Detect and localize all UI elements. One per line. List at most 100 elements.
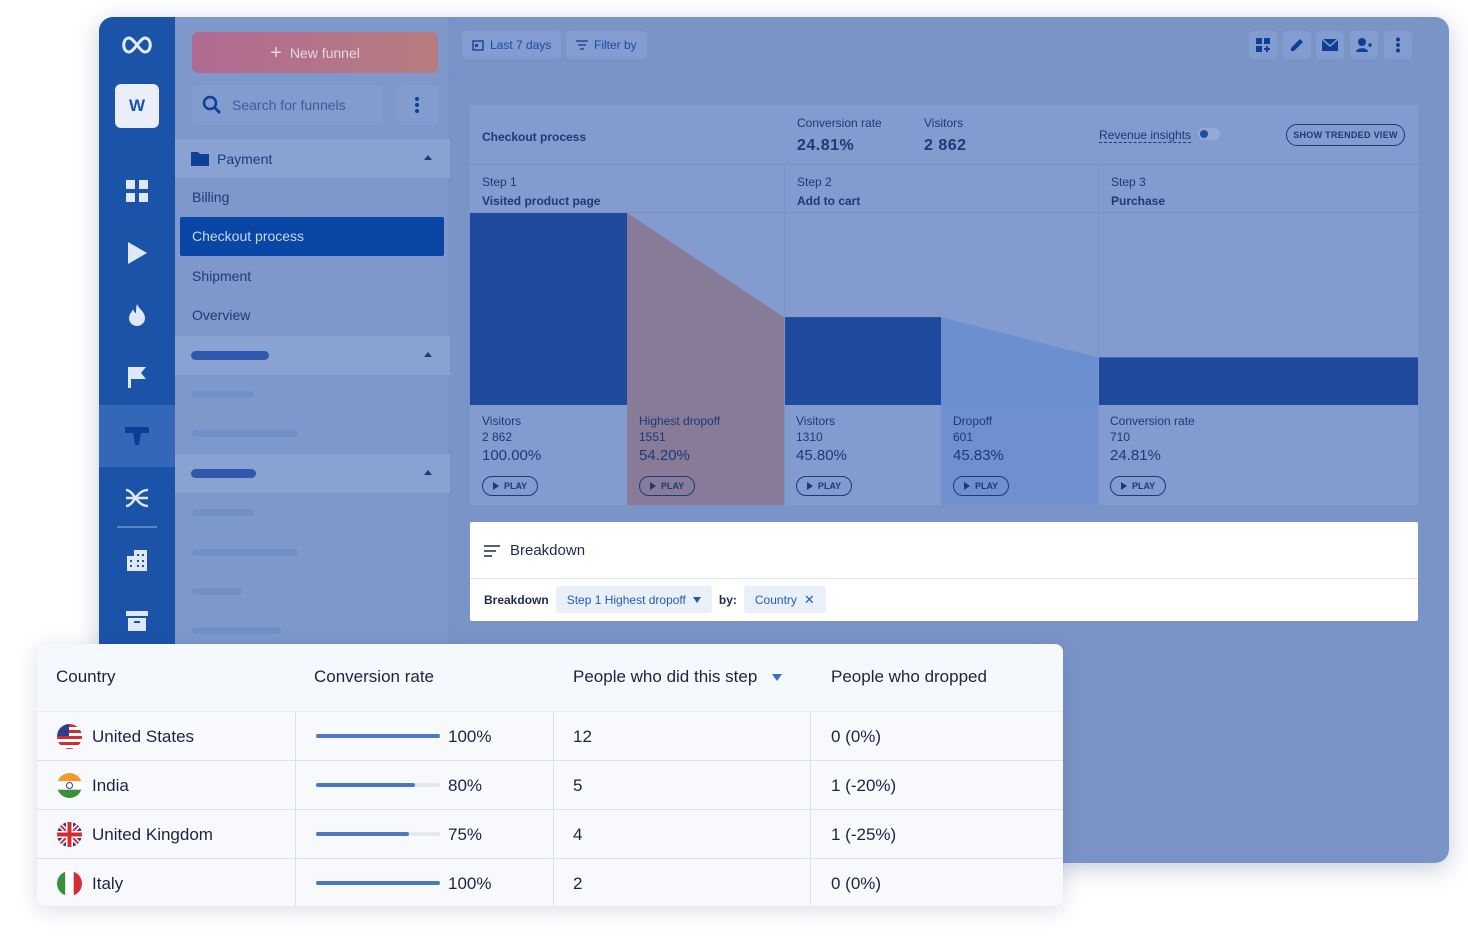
- stat-count: 1551: [639, 430, 666, 444]
- journeys-icon[interactable]: [99, 467, 175, 529]
- table-header: [37, 644, 1063, 712]
- folder-payment[interactable]: Payment: [175, 139, 450, 178]
- funnel-item-checkout-process[interactable]: Checkout process: [180, 217, 444, 256]
- panel-menu-button[interactable]: [396, 85, 438, 125]
- collapse-caret-icon[interactable]: [424, 155, 432, 160]
- stat-percent: 45.83%: [953, 447, 1004, 464]
- conversion-bar-fill: [316, 832, 409, 836]
- funnel-bar-2[interactable]: [784, 317, 941, 405]
- share-user-icon[interactable]: [1350, 31, 1378, 59]
- stat-label: Conversion rate: [1110, 414, 1195, 428]
- column-header-people-dropped[interactable]: People who dropped: [831, 667, 987, 686]
- filter-button[interactable]: Filter by: [566, 31, 647, 59]
- play-button[interactable]: PLAY: [953, 476, 1010, 496]
- stat-percent: 100.00%: [482, 447, 542, 464]
- table-row[interactable]: India 80% 5 1 (-20%): [37, 761, 1063, 810]
- breakdown-step-value: Step 1 Highest dropoff: [566, 592, 686, 607]
- placeholder-bar: [192, 430, 298, 437]
- stat-label: Highest dropoff: [639, 414, 721, 428]
- conversion-rate: 100%: [448, 727, 492, 746]
- conversion-bar-fill: [316, 881, 440, 885]
- column-header-label: People who did this step: [573, 667, 758, 686]
- table-row[interactable]: United States 100% 12 0 (0%): [37, 712, 1063, 761]
- people-did-step: 12: [573, 727, 592, 746]
- heatmaps-flame-icon[interactable]: [99, 284, 175, 346]
- step-header-3: Step 3 Purchase: [1098, 165, 1418, 213]
- dashboard-icon[interactable]: [99, 160, 175, 222]
- workspace-avatar[interactable]: W: [115, 84, 159, 128]
- stat-count: 601: [953, 430, 974, 444]
- placeholder-bar: [191, 351, 269, 360]
- date-range-button[interactable]: Last 7 days: [462, 31, 562, 59]
- funnel-bar-3[interactable]: [1098, 357, 1418, 405]
- sort-caret-icon[interactable]: [772, 674, 783, 682]
- play-button[interactable]: PLAY: [796, 476, 853, 496]
- stat-dropoff: Dropoff 601 45.83% PLAY: [941, 405, 1098, 505]
- add-widget-icon[interactable]: [1249, 31, 1277, 59]
- play-button[interactable]: PLAY: [482, 476, 539, 496]
- country-name: United States: [92, 727, 195, 746]
- conversion-bar: [316, 881, 440, 885]
- people-dropped: 0 (0%): [831, 874, 882, 893]
- plus-icon: +: [270, 41, 282, 64]
- placeholder-bar: [192, 509, 254, 516]
- placeholder-bar: [192, 627, 281, 634]
- breakdown-lines-icon: [484, 544, 500, 557]
- revenue-insights-toggle[interactable]: [1198, 128, 1220, 140]
- step-header-2: Step 2 Add to cart: [784, 165, 1098, 213]
- dropoff-area-1[interactable]: [627, 213, 784, 405]
- conversion-bar-fill: [316, 734, 440, 738]
- folder-placeholder-1[interactable]: [175, 336, 450, 375]
- new-funnel-label: New funnel: [289, 44, 360, 61]
- search-input[interactable]: [232, 97, 372, 113]
- folder-placeholder-2[interactable]: [175, 454, 450, 493]
- funnel-item-shipment[interactable]: Shipment: [192, 268, 252, 284]
- app-window: W + New funnel: [99, 17, 1449, 863]
- funnel-search[interactable]: [192, 85, 382, 125]
- recordings-play-icon[interactable]: [99, 222, 175, 284]
- email-icon[interactable]: [1316, 31, 1344, 59]
- conversion-rate: 80%: [448, 776, 483, 795]
- collapse-caret-icon[interactable]: [424, 470, 432, 475]
- collapse-caret-icon[interactable]: [424, 352, 432, 357]
- country-name: India: [92, 776, 129, 795]
- breakdown-step-select[interactable]: Step 1 Highest dropoff: [555, 586, 712, 613]
- close-icon[interactable]: ✕: [803, 591, 815, 607]
- dropoff-area-2[interactable]: [941, 317, 1098, 405]
- show-trended-view-button[interactable]: SHOW TRENDED VIEW: [1286, 124, 1405, 146]
- funnels-icon[interactable]: [99, 405, 175, 467]
- archive-icon[interactable]: [99, 590, 175, 652]
- table-row[interactable]: United Kingdom 75% 4 1 (-25%): [37, 810, 1063, 859]
- people-dropped: 1 (-20%): [831, 776, 897, 795]
- stat-highest-dropoff: Highest dropoff 1551 54.20% PLAY: [627, 405, 784, 505]
- column-header-country[interactable]: Country: [56, 667, 116, 686]
- funnel-item-overview[interactable]: Overview: [192, 307, 251, 323]
- funnel-header: Checkout process Conversion rate 24.81% …: [470, 105, 1418, 165]
- new-funnel-button[interactable]: + New funnel: [192, 32, 438, 73]
- funnel-bar-1[interactable]: [470, 213, 627, 405]
- column-header-people-did-step[interactable]: People who did this step: [573, 644, 783, 712]
- by-label: by:: [718, 592, 737, 607]
- funnel-item-billing[interactable]: Billing: [192, 189, 230, 205]
- more-options-icon[interactable]: [1384, 31, 1412, 59]
- play-button[interactable]: PLAY: [1110, 476, 1167, 496]
- conversion-rate: 100%: [448, 874, 492, 893]
- calendar-icon: [472, 40, 484, 51]
- conversion-bar: [316, 734, 440, 738]
- kebab-icon: [415, 97, 419, 113]
- table-row[interactable]: Italy 100% 2 0 (0%): [37, 859, 1063, 906]
- play-button[interactable]: PLAY: [639, 476, 696, 496]
- people-did-step: 5: [573, 776, 583, 795]
- breakdown-title: Breakdown: [510, 542, 586, 559]
- step-header-1: Step 1 Visited product page: [470, 165, 784, 213]
- stat-label: Dropoff: [953, 414, 993, 428]
- edit-pencil-icon[interactable]: [1283, 31, 1311, 59]
- breakdown-dimension-chip[interactable]: Country ✕: [743, 586, 826, 613]
- column-header-conversion-rate[interactable]: Conversion rate: [314, 667, 435, 686]
- conversion-rate-label: Conversion rate: [797, 116, 882, 130]
- breakdown-card: Breakdown Breakdown Step 1 Highest dropo…: [470, 522, 1418, 621]
- flag-icon[interactable]: [99, 346, 175, 408]
- placeholder-bar: [192, 588, 242, 595]
- stat-visitors-step1: Visitors 2 862 100.00% PLAY: [470, 405, 627, 505]
- building-icon[interactable]: [99, 529, 175, 591]
